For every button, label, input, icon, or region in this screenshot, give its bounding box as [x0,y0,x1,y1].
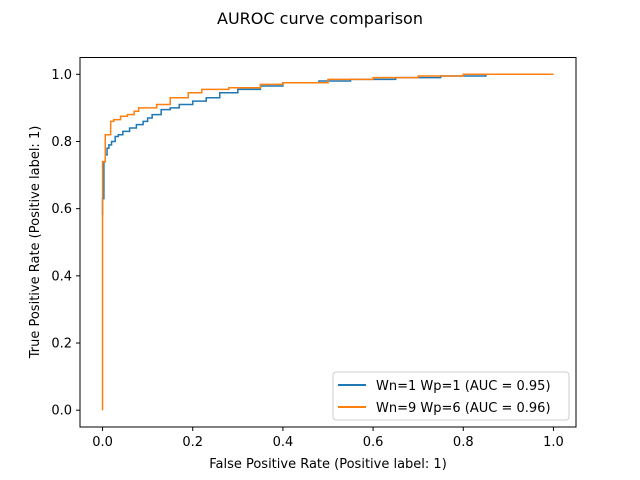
legend-box [332,371,570,421]
x-tick-label: 0.2 [182,435,203,450]
y-tick-label: 0.6 [51,202,72,217]
x-axis-label: False Positive Rate (Positive label: 1) [209,457,447,472]
y-tick-label: 0.8 [51,135,72,150]
y-axis-label: True Positive Rate (Positive label: 1) [28,126,43,360]
roc-line-series-1 [101,73,554,216]
x-tick-label: 0.0 [92,435,113,450]
chart-title: AUROC curve comparison [217,9,423,28]
roc-line-series-2 [101,73,554,411]
x-tick-label: 0.6 [363,435,384,450]
legend-label-series-2: Wn=9 Wp=6 (AUC = 0.96) [376,401,551,416]
x-tick-label: 0.4 [273,435,294,450]
y-tick-label: 0.4 [51,269,72,284]
x-tick-label: 1.0 [543,435,564,450]
x-tick-label: 0.8 [453,435,474,450]
plot-frame [79,57,577,428]
plot-area [80,57,576,427]
y-axis-ticks: 0.0 0.2 0.4 0.6 0.8 1.0 [51,68,80,419]
y-tick-label: 0.0 [51,404,72,419]
legend: Wn=1 Wp=1 (AUC = 0.95) Wn=9 Wp=6 (AUC = … [332,371,570,421]
x-axis-ticks: 0.0 0.2 0.4 0.6 0.8 1.0 [92,427,564,450]
series-layer [101,73,554,411]
y-tick-label: 1.0 [51,68,72,83]
y-tick-label: 0.2 [51,337,72,352]
legend-label-series-1: Wn=1 Wp=1 (AUC = 0.95) [376,379,551,394]
